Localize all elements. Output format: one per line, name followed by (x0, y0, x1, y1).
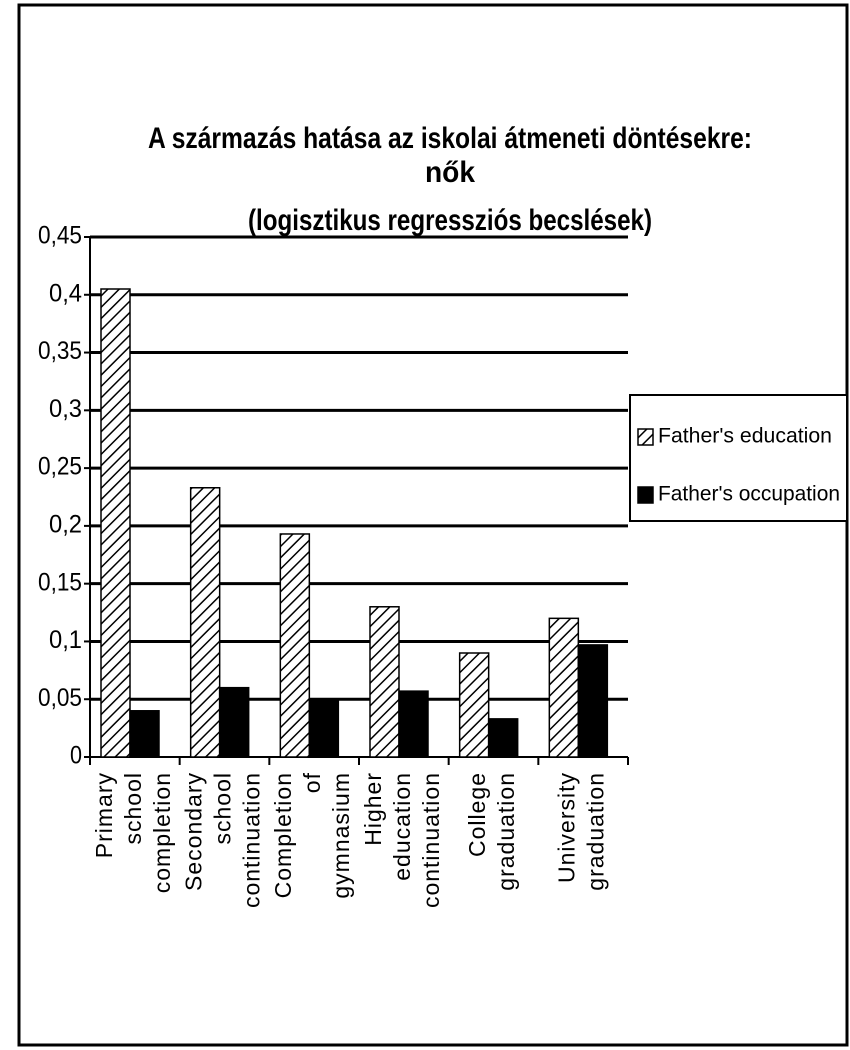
bar (487, 718, 519, 758)
x-tick-label: Completion of gymnasium (270, 772, 354, 899)
y-tick-label: 0,15 (38, 568, 82, 596)
x-tick-label-line: graduation (493, 772, 519, 891)
x-tick-label-line: school (210, 772, 236, 844)
x-tick-label-line: graduation (583, 772, 609, 891)
y-tick-label: 0,25 (38, 453, 82, 481)
bar (308, 698, 340, 758)
x-tick-label: Higher education continuation (360, 772, 444, 908)
x-tick-label-line: of (299, 772, 325, 793)
x-tick-label-line: Completion (270, 772, 296, 898)
y-tick-label: 0,2 (49, 510, 82, 538)
bar (189, 487, 221, 758)
legend-swatch (637, 486, 654, 504)
x-tick-label-line: Secondary (181, 772, 207, 891)
bar (398, 690, 429, 758)
bar (548, 617, 580, 758)
x-tick-label-line: Primary (91, 772, 117, 858)
legend-label: Father's occupation (658, 483, 840, 506)
x-tick-label: University graduation (554, 772, 609, 891)
x-tick-label-line: continuation (239, 772, 265, 908)
x-tick-label: Primary school completion (91, 772, 175, 893)
x-tick-label-line: gymnasium (328, 772, 354, 899)
x-tick-label-line: University (554, 772, 580, 883)
bar (129, 710, 160, 758)
legend-label: Father's education (658, 425, 832, 448)
x-tick-label: Secondary school continuation (181, 772, 265, 908)
legend-box (629, 394, 848, 522)
bar (369, 606, 400, 758)
y-tick-label: 0,3 (49, 395, 82, 423)
y-tick-label: 0,4 (49, 279, 82, 307)
x-tick-label: College graduation (464, 772, 519, 891)
bar (279, 533, 311, 758)
bar (218, 686, 250, 758)
bar (577, 644, 609, 758)
x-tick-label-line: College (464, 772, 490, 857)
x-tick-label-line: completion (149, 772, 175, 893)
chart-title: A származás hatása az iskolai átmeneti d… (148, 122, 752, 155)
legend-swatch (637, 428, 654, 446)
x-tick-label-line: school (120, 772, 146, 844)
bar (100, 288, 131, 758)
y-tick-label: 0,45 (38, 222, 82, 250)
x-tick-label-line: continuation (418, 772, 444, 908)
x-tick-label-line: Higher (360, 772, 386, 846)
y-tick-label: 0,1 (49, 626, 82, 654)
bar (458, 652, 490, 758)
chart-title: (logisztikus regressziós becslések) (248, 204, 652, 237)
y-tick-label: 0,35 (38, 337, 82, 365)
y-tick-label: 0,05 (38, 684, 82, 712)
chart-title: nők (425, 156, 475, 189)
x-tick-label-line: education (389, 772, 415, 881)
y-tick-label: 0 (70, 742, 82, 770)
